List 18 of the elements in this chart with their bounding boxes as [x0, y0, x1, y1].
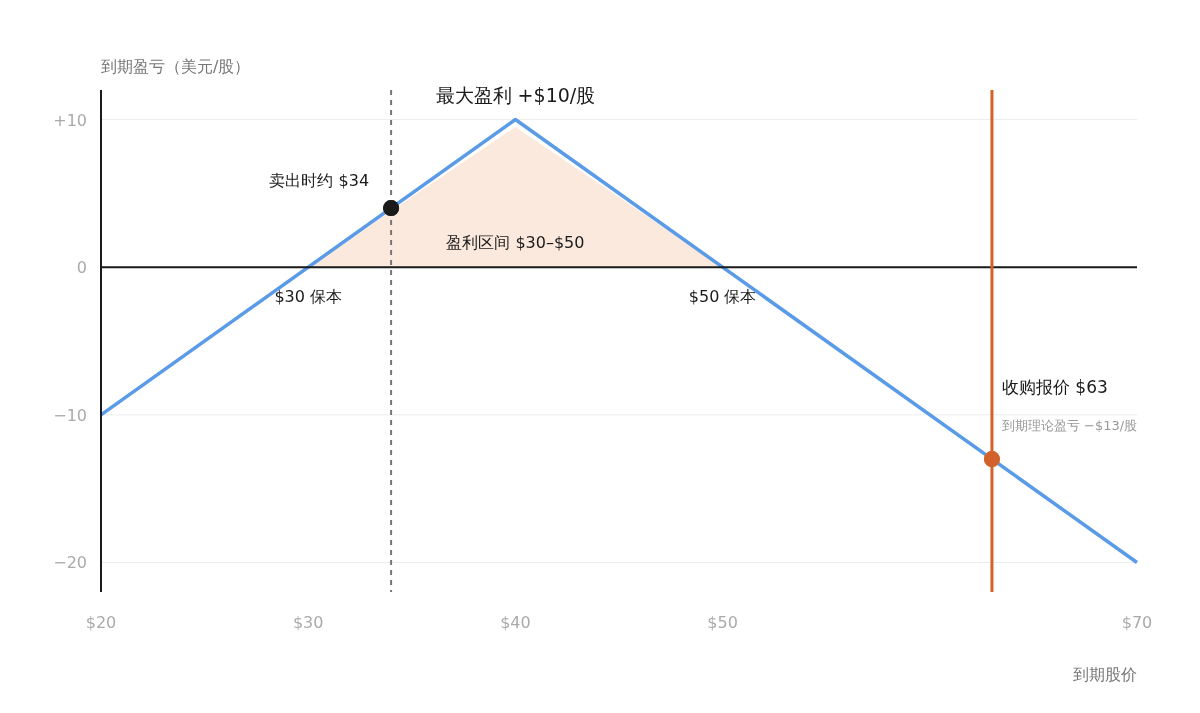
annotation: $30 保本 [274, 287, 343, 307]
annotation: 卖出时约 $34 [269, 171, 370, 191]
y-tick-label: +10 [53, 110, 87, 130]
annotation: 到期理论盈亏 −$13/股 [1001, 417, 1138, 433]
x-tick-label: $30 [292, 613, 324, 632]
x-tick-label: $70 [1121, 613, 1153, 632]
y-tick-label: −10 [53, 405, 87, 425]
y-axis-title: 到期盈亏（美元/股） [101, 57, 251, 76]
annotation: 盈利区间 $30–$50 [446, 233, 585, 253]
y-tick-label: 0 [76, 258, 87, 278]
x-axis-title: 到期股价 [1073, 665, 1137, 684]
annotation: 最大盈利 +$10/股 [435, 83, 596, 106]
x-tick-label: $40 [500, 613, 531, 632]
x-tick-label: $50 [707, 613, 738, 632]
annotation: $50 保本 [688, 287, 757, 307]
y-tick-label: −20 [53, 553, 87, 573]
annotation: 收购报价 $63 [1001, 376, 1108, 397]
x-tick-label: $20 [85, 613, 117, 632]
